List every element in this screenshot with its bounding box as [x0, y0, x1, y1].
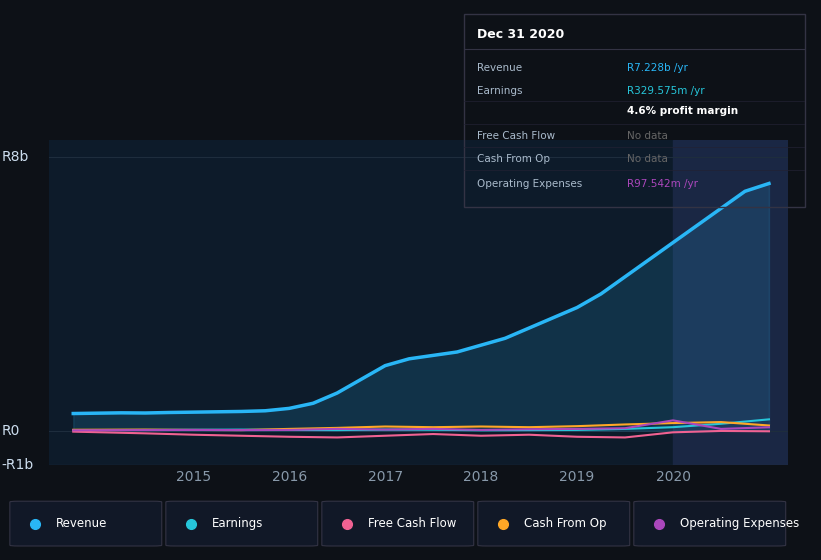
Text: Free Cash Flow: Free Cash Flow	[478, 130, 556, 141]
Text: Free Cash Flow: Free Cash Flow	[368, 517, 456, 530]
Text: -R1b: -R1b	[1, 458, 34, 472]
Text: Earnings: Earnings	[478, 86, 523, 96]
Text: 4.6% profit margin: 4.6% profit margin	[627, 106, 739, 115]
Text: No data: No data	[627, 130, 668, 141]
Text: Operating Expenses: Operating Expenses	[680, 517, 799, 530]
FancyBboxPatch shape	[322, 501, 474, 546]
Text: R7.228b /yr: R7.228b /yr	[627, 63, 688, 73]
Text: R8b: R8b	[1, 150, 29, 164]
Text: Revenue: Revenue	[478, 63, 523, 73]
Text: Earnings: Earnings	[212, 517, 264, 530]
Text: Operating Expenses: Operating Expenses	[478, 179, 583, 189]
Text: Cash From Op: Cash From Op	[524, 517, 606, 530]
Text: R0: R0	[1, 423, 20, 437]
FancyBboxPatch shape	[478, 501, 630, 546]
Text: Cash From Op: Cash From Op	[478, 154, 551, 164]
Text: R97.542m /yr: R97.542m /yr	[627, 179, 699, 189]
FancyBboxPatch shape	[166, 501, 318, 546]
Text: Revenue: Revenue	[56, 517, 108, 530]
Bar	[673, 140, 788, 465]
Text: No data: No data	[627, 154, 668, 164]
FancyBboxPatch shape	[10, 501, 162, 546]
Text: R329.575m /yr: R329.575m /yr	[627, 86, 705, 96]
FancyBboxPatch shape	[634, 501, 786, 546]
Text: Dec 31 2020: Dec 31 2020	[478, 27, 565, 40]
